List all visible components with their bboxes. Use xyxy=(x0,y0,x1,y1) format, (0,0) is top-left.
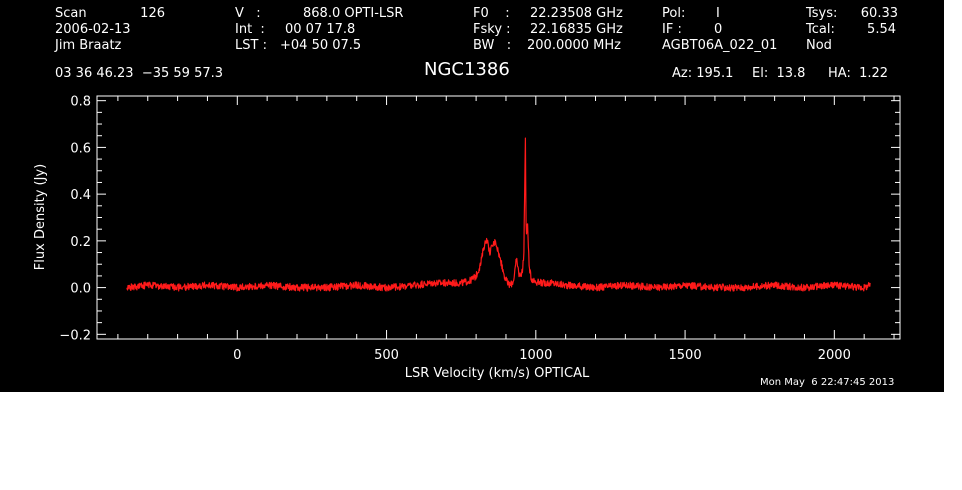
spectrum-trace xyxy=(126,137,871,292)
y-tick-label: 0.8 xyxy=(70,95,91,110)
x-tick-label: 500 xyxy=(374,348,399,363)
plot-frame xyxy=(96,95,901,340)
lst-value: +04 50 07.5 xyxy=(280,38,362,53)
source-name: NGC1386 xyxy=(424,59,510,80)
y-tick-label: 0.6 xyxy=(70,141,91,156)
y-axis-label: Flux Density (Jy) xyxy=(33,164,48,270)
tcal-label: Tcal: xyxy=(806,22,835,37)
tcal-value: 5.54 xyxy=(867,22,896,37)
polarization-label: Pol: xyxy=(662,6,686,21)
elevation: El: 13.8 xyxy=(752,66,806,81)
spectrum-plot: 0 500 1000 1500 2000 −0.2 0.0 0.2 0.4 0.6 0.8 LSR… xyxy=(33,95,901,381)
y-tick-label: 0.0 xyxy=(70,282,91,297)
sky-frequency-value: 22.16835 GHz xyxy=(530,22,623,37)
integration-value: 00 07 17.8 xyxy=(285,22,356,37)
x-tick-label: 1500 xyxy=(669,348,702,363)
observation-date: 2006-02-13 xyxy=(55,22,131,37)
azimuth: Az: 195.1 xyxy=(672,66,734,81)
x-tick-label: 1000 xyxy=(519,348,552,363)
hour-angle: HA: 1.22 xyxy=(828,66,889,81)
bandwidth-value: 200.0000 MHz xyxy=(527,38,621,53)
source-coordinates: 03 36 46.23 −35 59 57.3 xyxy=(55,66,224,81)
velocity-value: 868.0 OPTI-LSR xyxy=(303,6,404,21)
scan-label: Scan xyxy=(55,6,87,21)
tsys-value: 60.33 xyxy=(860,6,898,21)
if-value: 0 xyxy=(714,22,723,37)
y-axis: −0.2 0.0 0.2 0.4 0.6 0.8 xyxy=(59,95,900,343)
y-tick-label: 0.2 xyxy=(70,235,91,250)
y-tick-label: 0.4 xyxy=(70,188,91,203)
x-axis: 0 500 1000 1500 2000 xyxy=(117,96,895,363)
x-tick-label: 0 xyxy=(233,348,241,363)
x-tick-label: 2000 xyxy=(818,348,851,363)
lst-label: LST : xyxy=(235,38,267,53)
integration-label: Int : xyxy=(235,22,265,37)
tsys-label: Tsys: xyxy=(806,6,838,21)
x-axis-label: LSR Velocity (km/s) OPTICAL xyxy=(405,366,590,381)
plot-timestamp: Mon May 6 22:47:45 2013 xyxy=(760,377,895,388)
if-label: IF : xyxy=(662,22,682,37)
switching-mode: Nod xyxy=(806,38,832,53)
project-id: AGBT06A_022_01 xyxy=(662,38,778,53)
bandwidth-label: BW : xyxy=(473,38,512,53)
polarization-value: I xyxy=(716,6,720,21)
scan-number: 126 xyxy=(140,6,165,21)
y-tick-label: −0.2 xyxy=(59,328,91,343)
observer-name: Jim Braatz xyxy=(55,38,122,53)
rest-frequency-value: 22.23508 GHz xyxy=(530,6,623,21)
rest-frequency-label: F0 : xyxy=(473,6,510,21)
spectrum-panel: Scan 126 2006-02-13 Jim Braatz V : 868.0… xyxy=(0,0,944,392)
sky-frequency-label: Fsky : xyxy=(473,22,511,37)
velocity-label: V : xyxy=(235,6,261,21)
